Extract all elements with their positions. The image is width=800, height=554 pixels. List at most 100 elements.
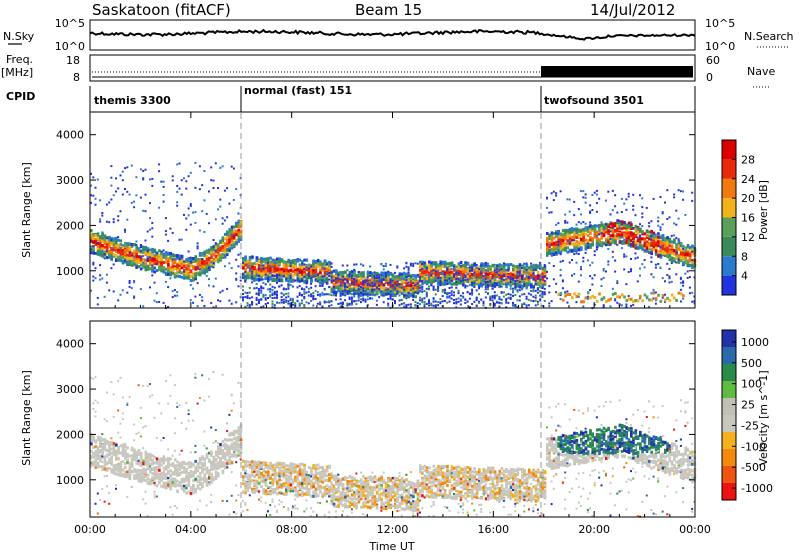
data-cell [369,285,372,289]
data-cell [133,255,136,258]
data-cell [316,302,319,305]
data-cell [443,271,447,275]
data-cell [350,270,354,274]
data-cell [180,266,184,270]
data-cell [543,271,547,275]
data-cell [160,266,163,270]
data-cell [126,249,129,253]
data-cell [446,262,449,266]
data-cell [466,261,470,265]
data-cell [242,297,244,300]
data-cell [398,273,401,276]
data-cell [264,273,267,276]
data-cell [541,296,544,298]
data-cell [223,245,227,249]
data-cell [425,279,429,283]
data-cell [237,253,240,256]
data-cell [502,273,505,276]
data-cell [360,294,362,297]
data-cell [257,263,261,267]
data-cell [237,228,241,232]
data-cell [158,301,161,303]
data-cell [564,237,567,241]
data-cell [459,282,462,285]
data-cell [282,301,285,303]
data-cell [464,270,467,274]
data-cell [303,288,306,291]
data-cell [248,303,251,306]
data-cell [291,285,294,288]
data-cell [509,293,512,296]
data-cell [287,273,290,277]
data-cell [527,280,531,284]
data-cell [369,278,372,282]
data-cell [248,271,252,275]
data-cell [382,268,385,271]
data-cell [505,285,508,289]
data-cell [559,268,562,271]
data-cell [201,261,204,265]
data-cell [242,273,244,276]
data-cell [607,243,610,247]
data-cell [346,291,349,295]
data-cell [478,287,480,290]
data-cell [484,264,487,267]
data-cell [257,279,260,282]
data-cell [344,270,347,274]
data-cell [278,267,281,271]
data-cell [400,273,403,276]
data-cell [269,268,272,272]
data-cell [146,257,149,260]
data-cell [400,279,404,283]
data-cell [328,261,331,265]
data-cell [298,273,302,277]
data-cell [516,265,520,269]
data-cell [543,269,547,273]
data-cell [144,268,148,272]
data-cell [523,280,526,283]
data-cell [518,299,521,302]
data-cell [314,285,317,288]
data-cell [149,262,152,266]
data-cell [99,235,102,239]
data-cell [133,243,136,247]
data-cell [194,295,197,298]
data-cell [291,297,294,300]
data-cell [425,291,428,294]
data-cell [425,281,429,285]
data-cell [571,259,573,261]
data-cell [321,293,324,296]
data-cell [341,302,344,305]
data-cell [421,285,424,288]
data-cell [296,295,299,298]
data-cell [600,232,603,235]
data-cell [99,220,102,223]
data-cell [285,267,288,271]
data-cell [389,291,392,294]
data-cell [325,277,328,280]
data-cell [296,278,299,281]
data-cell [135,252,138,256]
data-cell [271,300,274,303]
data-cell [487,277,490,281]
data-cell [232,244,236,248]
data-cell [466,276,470,280]
data-cell [142,245,145,249]
data-cell [244,296,247,299]
data-cell [178,275,182,278]
data-cell [171,265,175,269]
data-cell [362,264,365,267]
data-cell [282,298,285,301]
data-cell [119,254,123,258]
nave-label: Nave [747,65,775,78]
data-cell [462,283,465,286]
data-cell [210,179,213,182]
data-cell [584,296,588,300]
data-cell [566,301,569,304]
data-cell [462,269,465,273]
data-cell [90,251,93,255]
data-cell [328,263,331,267]
data-cell [303,258,306,262]
data-cell [287,258,290,262]
data-cell [348,296,351,299]
